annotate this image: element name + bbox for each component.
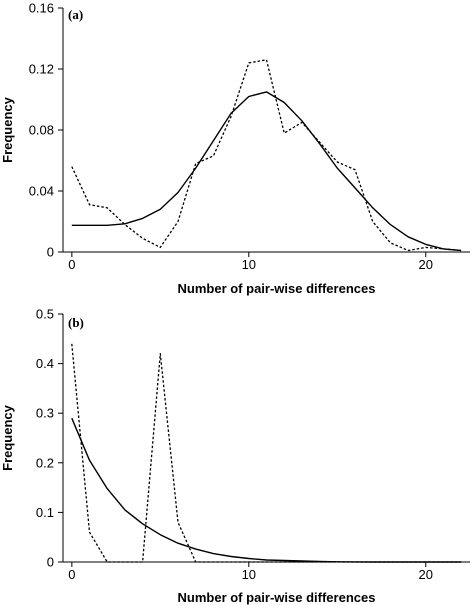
series-line-dotted [71, 59, 462, 252]
chart-b: 0 0.1 0.2 0.3 0.4 0.5 0 10 20 Number of pair-wise… [0, 307, 470, 605]
panel-label: (a) [68, 7, 83, 22]
x-tick-label: 10 [242, 567, 256, 582]
x-axis-title: Number of pair-wise differences [178, 281, 376, 296]
x-tick-label: 0 [68, 567, 75, 582]
x-tick-label: 20 [419, 567, 433, 582]
y-tick-label: 0.08 [29, 123, 54, 138]
panel-label: (b) [68, 315, 84, 330]
x-tick-label: 0 [68, 257, 75, 272]
x-axis-title: Number of pair-wise differences [178, 590, 376, 605]
chart-a: 0 0.04 0.08 0.12 0.16 0 10 20 Number of pair-wis… [0, 1, 470, 296]
series-line-dotted [71, 343, 462, 563]
y-tick-label: 0.3 [36, 406, 54, 421]
y-tick-label: 0 [47, 555, 54, 570]
y-tick-label: 0.2 [36, 455, 54, 470]
series-line-solid [71, 91, 462, 252]
y-tick-label: 0 [47, 245, 54, 260]
series-line-solid [71, 417, 462, 563]
y-tick-label: 0.16 [29, 1, 54, 16]
y-tick-label: 0.12 [29, 62, 54, 77]
y-tick-label: 0.04 [29, 184, 54, 199]
y-axis-title: Frequency [0, 96, 15, 163]
y-tick-label: 0.5 [36, 307, 54, 322]
y-tick-label: 0.1 [36, 505, 54, 520]
x-tick-label: 20 [419, 257, 433, 272]
y-axis-title: Frequency [0, 404, 15, 471]
x-tick-label: 10 [242, 257, 256, 272]
y-tick-label: 0.4 [36, 356, 54, 371]
